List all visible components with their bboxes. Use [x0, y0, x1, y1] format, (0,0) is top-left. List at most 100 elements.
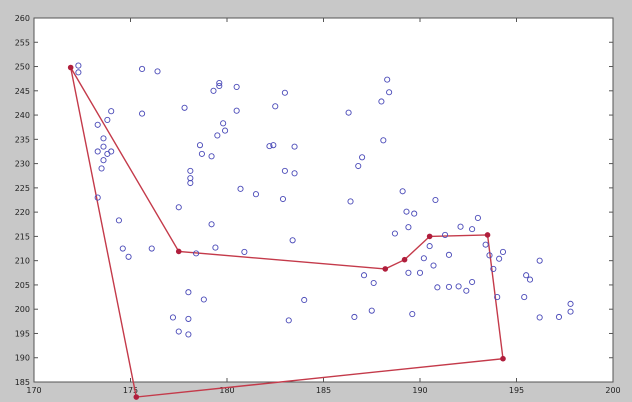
data-point [430, 262, 437, 269]
data-point [216, 82, 223, 89]
y-tick-label: 190 [15, 354, 30, 363]
data-point [463, 287, 470, 294]
data-point [237, 185, 244, 192]
data-point [494, 294, 501, 301]
data-point [198, 150, 205, 157]
hull-vertex [382, 266, 389, 272]
data-point [536, 314, 543, 321]
data-point [187, 179, 194, 187]
data-point [567, 300, 574, 307]
x-tick-label: 190 [412, 386, 427, 395]
data-point [445, 251, 453, 258]
data-point [119, 245, 126, 252]
data-point [208, 153, 215, 160]
data-point [214, 132, 221, 139]
y-tick-label: 205 [15, 281, 30, 290]
y-tick-label: 245 [15, 87, 30, 96]
data-point [351, 313, 358, 321]
data-point [347, 198, 354, 205]
data-point [555, 313, 563, 321]
data-point [445, 283, 453, 290]
data-point [291, 170, 298, 177]
data-point [222, 127, 229, 134]
data-point [115, 217, 122, 224]
data-point [285, 317, 292, 324]
data-point [469, 226, 476, 233]
y-tick-label: 255 [15, 38, 30, 47]
data-point [536, 257, 543, 264]
data-point [289, 237, 296, 244]
data-point [148, 245, 155, 252]
data-point [154, 68, 161, 75]
data-point [94, 194, 101, 201]
data-point [98, 165, 105, 172]
data-point [100, 135, 107, 142]
hull-vertex [133, 394, 140, 400]
data-point [281, 167, 288, 174]
data-point [567, 308, 574, 315]
data-point [523, 272, 530, 279]
data-point [279, 195, 287, 203]
hull-vertex [500, 355, 506, 362]
data-point [100, 143, 107, 150]
data-point [212, 244, 219, 251]
y-tick-label: 250 [15, 63, 30, 72]
x-tick-label: 200 [605, 386, 620, 395]
data-point [384, 76, 391, 83]
data-point [108, 148, 115, 155]
data-point [409, 311, 416, 318]
data-point [426, 243, 433, 250]
data-point [499, 248, 507, 255]
hull-vertex [426, 233, 433, 240]
y-tick-label: 210 [15, 257, 30, 266]
data-point [434, 284, 441, 291]
data-point [301, 296, 308, 304]
data-point [281, 89, 288, 96]
data-point [220, 120, 227, 127]
data-point [405, 269, 412, 276]
scatter-points [75, 62, 574, 338]
data-point [241, 248, 248, 255]
data-point [185, 331, 192, 338]
axis-ticks [33, 17, 614, 383]
data-point [380, 137, 387, 144]
data-point [75, 69, 82, 76]
data-point [75, 62, 82, 69]
y-tick-label: 235 [15, 135, 30, 144]
x-tick-label: 175 [123, 386, 138, 395]
data-point [496, 255, 503, 262]
data-point [100, 157, 107, 164]
x-tick-label: 170 [26, 386, 41, 395]
data-point [469, 278, 476, 286]
x-tick-label: 180 [219, 386, 234, 395]
data-point [216, 79, 223, 87]
data-point [175, 204, 182, 211]
data-point [139, 110, 146, 117]
y-tick-label: 240 [15, 111, 30, 120]
x-tick-label: 185 [316, 386, 331, 395]
data-point [490, 265, 497, 272]
data-point [521, 294, 528, 301]
data-point [291, 143, 298, 150]
data-point [416, 269, 424, 276]
data-point [233, 107, 240, 114]
data-point [386, 89, 393, 96]
data-point [94, 121, 101, 128]
data-point [169, 314, 177, 321]
data-point [345, 109, 352, 116]
data-point [187, 167, 194, 174]
data-point [457, 223, 464, 230]
data-point [359, 154, 366, 161]
hull-vertex [175, 248, 182, 255]
x-tick-labels: 170 175 180 185 190 195 200 [26, 386, 620, 395]
y-tick-label: 220 [15, 208, 30, 217]
data-point [108, 108, 115, 115]
data-point [399, 188, 406, 195]
data-point [185, 289, 192, 296]
data-point [474, 214, 481, 222]
y-tick-label: 215 [15, 232, 30, 241]
data-point [125, 253, 132, 260]
data-point [455, 283, 462, 290]
data-point [526, 276, 534, 283]
